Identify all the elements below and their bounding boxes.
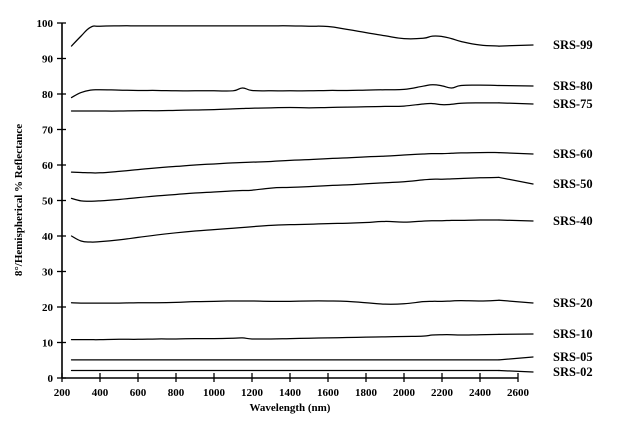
x-tick-label: 2200 (431, 387, 454, 399)
legend-leader-srs-60 (498, 151, 534, 155)
series-curve-srs-50 (70, 176, 500, 202)
series-curve-srs-10 (70, 333, 500, 341)
legend-leader-srs-20 (498, 299, 534, 304)
y-ticks-group: 0 10 20 30 40 50 60 70 80 90 100 (37, 18, 66, 385)
x-tick-label: 600 (130, 387, 147, 399)
series-label-srs-99: SRS-99 (553, 38, 593, 52)
legend-leader-lines (498, 44, 534, 373)
series-label-srs-80: SRS-80 (553, 79, 593, 93)
y-tick-label: 60 (42, 160, 54, 172)
x-tick-label: 1800 (355, 387, 378, 399)
series-label-srs-75: SRS-75 (553, 97, 593, 111)
legend-leader-srs-02 (498, 369, 534, 373)
x-tick-label: 1200 (241, 387, 264, 399)
legend-leader-srs-40 (498, 219, 534, 222)
series-label-srs-20: SRS-20 (553, 296, 593, 310)
y-tick-label: 100 (37, 18, 54, 30)
legend-leader-srs-80 (498, 84, 534, 87)
series-label-srs-60: SRS-60 (553, 147, 593, 161)
x-tick-label: 2400 (469, 387, 492, 399)
y-tick-label: 10 (42, 338, 54, 350)
y-tick-label: 0 (48, 373, 54, 385)
series-curve-srs-20 (70, 299, 500, 305)
series-curve-srs-75 (70, 102, 500, 112)
series-curve-srs-80 (70, 84, 500, 99)
curves-group (70, 25, 500, 372)
x-tick-label: 2000 (393, 387, 416, 399)
x-tick-label: 1000 (203, 387, 226, 399)
y-tick-label: 70 (42, 125, 54, 137)
legend-leader-srs-75 (498, 102, 534, 105)
y-axis-title: 8°/Hemispherical % Reflectance (13, 124, 25, 276)
x-tick-label: 1400 (279, 387, 302, 399)
series-label-srs-02: SRS-02 (553, 365, 593, 379)
axes-group (61, 23, 518, 379)
legend-leader-srs-99 (498, 44, 534, 47)
series-curve-srs-60 (70, 151, 500, 174)
legend-leader-srs-50 (498, 176, 534, 185)
x-tick-label: 1600 (317, 387, 340, 399)
y-tick-label: 30 (42, 267, 54, 279)
x-tick-label: 800 (168, 387, 185, 399)
x-tick-label: 200 (54, 387, 71, 399)
series-label-srs-10: SRS-10 (553, 327, 593, 341)
series-label-srs-05: SRS-05 (553, 350, 593, 364)
series-label-srs-40: SRS-40 (553, 214, 593, 228)
y-tick-label: 40 (42, 231, 54, 243)
series-curve-srs-40 (70, 219, 500, 243)
y-tick-label: 80 (42, 89, 54, 101)
legend-leader-srs-05 (498, 356, 534, 361)
y-tick-label: 20 (42, 302, 54, 314)
x-tick-label: 2600 (507, 387, 530, 399)
y-tick-label: 50 (42, 196, 54, 208)
x-ticks-group: 200 400 600 800 1000 1200 1400 1600 1800 2000 2200… (54, 373, 530, 399)
x-axis-title: Wavelength (nm) (250, 402, 331, 414)
series-labels-group: SRS-99 SRS-80 SRS-75 SRS-60 SRS-50 SRS-40 SRS-… (553, 38, 593, 379)
x-tick-label: 400 (92, 387, 109, 399)
series-label-srs-50: SRS-50 (553, 177, 593, 191)
y-tick-label: 90 (42, 54, 54, 66)
series-curve-srs-99 (70, 25, 500, 47)
